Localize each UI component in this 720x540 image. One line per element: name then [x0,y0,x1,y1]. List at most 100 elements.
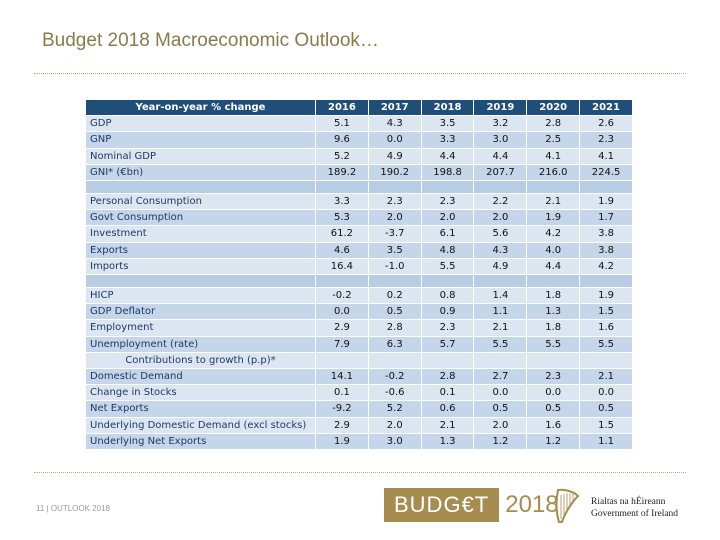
table-header-row: Year-on-year % change 2016 2017 2018 2019 202… [85,98,633,117]
row-value: 198.8 [420,163,475,182]
row-value: 5.2 [315,147,369,165]
row-value: 5.3 [315,209,369,227]
separator-cell [367,180,422,195]
row-value: 1.9 [579,193,633,211]
row-label: GDP [85,115,316,133]
gov-english-name: Government of Ireland [591,509,679,519]
row-value: 2.0 [420,209,475,227]
row-value: 3.3 [420,131,475,149]
contributions-subheader: Contributions to growth (p.p)* [85,351,316,370]
row-value: 5.1 [315,115,369,133]
row-value: 1.9 [526,209,581,227]
slide-title: Budget 2018 Macroeconomic Outlook… [42,30,379,51]
row-value: 6.1 [420,225,475,243]
row-value: 1.6 [526,416,581,434]
row-value: 1.5 [579,416,633,434]
row-label: GNI* (€bn) [85,163,316,182]
row-value: 5.2 [367,400,422,418]
separator-cell [85,180,316,195]
year-header: 2019 [473,98,528,117]
row-label: Investment [85,225,316,243]
separator-cell [526,180,581,195]
row-value: 1.3 [420,432,475,451]
macro-outlook-table: Year-on-year % change 2016 2017 2018 2019 202… [85,98,633,451]
row-value: 3.0 [367,432,422,451]
row-value: 3.8 [579,241,633,259]
row-value: 2.3 [579,131,633,149]
row-value: 0.0 [473,384,528,402]
row-value: 1.4 [473,287,528,305]
table-row: GDP 5.1 4.3 3.5 3.2 2.8 2.6 [85,115,633,133]
row-value: 5.7 [420,335,475,353]
row-value: -1.0 [367,257,422,276]
row-value: 0.0 [315,303,369,321]
row-value: 6.3 [367,335,422,353]
row-value: 2.7 [473,368,528,386]
row-value: 0.8 [420,287,475,305]
row-value: 0.5 [526,400,581,418]
row-value: 4.8 [420,241,475,259]
row-value: 0.1 [420,384,475,402]
row-value: 0.6 [420,400,475,418]
row-value: 4.4 [420,147,475,165]
table-row: Investment 61.2 -3.7 6.1 5.6 4.2 3.8 [85,225,633,243]
row-value: 2.0 [473,416,528,434]
budget-word: BUDG€T [384,488,500,522]
row-label: Imports [85,257,316,276]
row-label: Govt Consumption [85,209,316,227]
row-value: 1.3 [526,303,581,321]
row-value: 2.1 [420,416,475,434]
subheader-empty-cell [420,351,475,370]
row-value: 224.5 [579,163,633,182]
row-value: 4.1 [526,147,581,165]
gov-irish-name: Rialtas na hÉireann [591,497,666,507]
row-value: -0.2 [367,368,422,386]
row-value: 4.0 [526,241,581,259]
harp-icon [555,488,580,523]
separator-cell [85,274,316,289]
row-value: 2.9 [315,416,369,434]
row-value: 2.8 [420,368,475,386]
row-value: 5.6 [473,225,528,243]
year-header: 2017 [367,98,422,117]
separator-cell [420,274,475,289]
row-value: -9.2 [315,400,369,418]
separator-cell [473,274,528,289]
row-value: 0.0 [526,384,581,402]
subheader-empty-cell [579,351,633,370]
row-value: 4.2 [579,257,633,276]
footer-page-label: 11 | OUTLOOK 2018 [36,504,110,513]
row-value: 2.8 [367,319,422,337]
row-value: 5.5 [579,335,633,353]
separator-cell [526,274,581,289]
table-row: Exports 4.6 3.5 4.8 4.3 4.0 3.8 [85,241,633,259]
row-value: 2.3 [367,193,422,211]
row-value: 2.0 [473,209,528,227]
table-row: Employment 2.9 2.8 2.3 2.1 1.8 1.6 [85,319,633,337]
row-value: 2.0 [367,416,422,434]
row-value: 4.4 [473,147,528,165]
row-label: Domestic Demand [85,368,316,386]
row-value: 216.0 [526,163,581,182]
row-label: GDP Deflator [85,303,316,321]
row-label: Personal Consumption [85,193,316,211]
row-label: Change in Stocks [85,384,316,402]
table-row: HICP -0.2 0.2 0.8 1.4 1.8 1.9 [85,287,633,305]
row-value: 0.5 [473,400,528,418]
budget-2018-logo: BUDG€T 2018 [384,488,565,522]
row-label: Employment [85,319,316,337]
row-label: Underlying Net Exports [85,432,316,451]
row-value: 2.1 [526,193,581,211]
year-header: 2016 [315,98,369,117]
row-value: 1.1 [579,432,633,451]
row-value: 0.5 [367,303,422,321]
subheader-empty-cell [315,351,369,370]
group-separator [85,180,633,195]
row-value: 1.7 [579,209,633,227]
separator-cell [579,180,633,195]
row-label: Unemployment (rate) [85,335,316,353]
row-value: 4.6 [315,241,369,259]
row-value: 1.5 [579,303,633,321]
row-value: 1.2 [473,432,528,451]
row-value: 4.2 [526,225,581,243]
